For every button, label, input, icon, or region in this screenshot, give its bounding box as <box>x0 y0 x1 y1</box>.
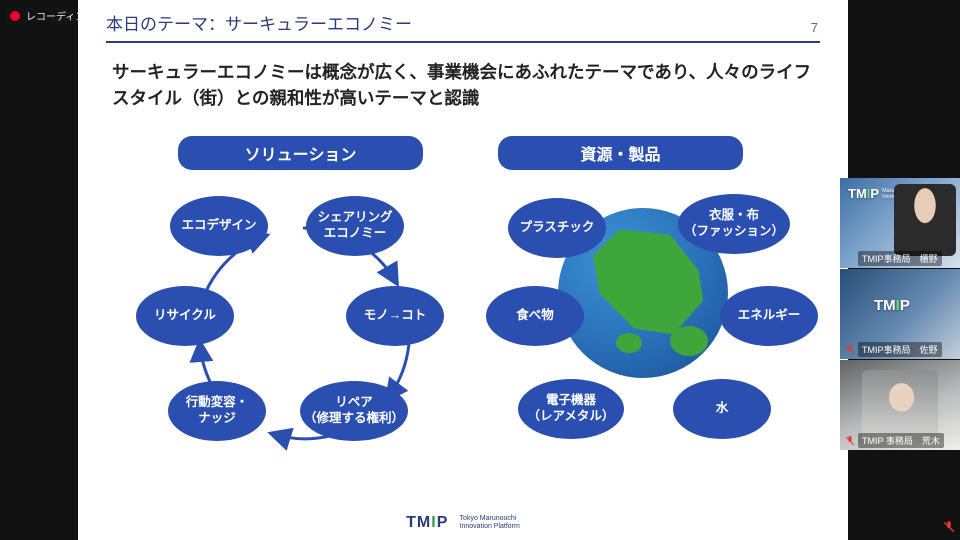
participant-tile[interactable]: TMIPMarunouchiInnovation Platform TMIP事務… <box>840 178 960 268</box>
avatar <box>862 370 938 442</box>
solution-node-nudge: 行動変容・ナッジ <box>168 381 266 441</box>
self-mute-icon[interactable] <box>942 520 956 534</box>
mute-icon <box>844 343 856 355</box>
column-header-resources: 資源・製品 <box>498 136 743 170</box>
resource-node-clothes: 衣服・布（ファッション） <box>678 194 790 254</box>
resource-node-energy: エネルギー <box>720 286 818 346</box>
participant-name: TMIP 事務局 荒木 <box>858 433 944 448</box>
solution-node-mono-koto: モノ→コト <box>346 286 444 346</box>
participant-tile[interactable]: TMIP 事務局 荒木 <box>840 360 960 450</box>
solution-node-recycle: リサイクル <box>136 286 234 346</box>
resource-node-plastic: プラスチック <box>508 198 606 258</box>
column-header-solutions: ソリューション <box>178 136 423 170</box>
slide-footer: TMIP Tokyo MarunouchiInnovation Platform <box>78 514 848 532</box>
record-icon <box>10 11 20 21</box>
participants-panel: TMIPMarunouchiInnovation Platform TMIP事務… <box>840 178 960 450</box>
logo-text: TMIP <box>406 514 453 531</box>
slide-content: ソリューション 資源・製品 エコデザイン シェアリングエコノミー モノ→コト リ… <box>78 136 848 496</box>
participant-name: TMIP事務局 櫃野 <box>858 251 942 266</box>
mute-icon <box>844 434 856 446</box>
resource-node-water: 水 <box>673 379 771 439</box>
slide-header: 本日のテーマ：サーキュラーエコノミー 7 <box>106 10 820 43</box>
presentation-slide: 本日のテーマ：サーキュラーエコノミー 7 サーキュラーエコノミーは概念が広く、事… <box>78 0 848 540</box>
avatar <box>894 184 956 256</box>
solution-node-sharing: シェアリングエコノミー <box>306 196 404 256</box>
resource-node-food: 食べ物 <box>486 286 584 346</box>
slide-subtitle: サーキュラーエコノミーは概念が広く、事業機会にあふれたテーマであり、人々のライフ… <box>112 59 814 112</box>
tmip-logo-badge: TMIP <box>874 297 910 314</box>
page-number: 7 <box>811 20 818 35</box>
participant-tile[interactable]: TMIP TMIP事務局 佐野 <box>840 269 960 359</box>
solution-node-repair: リペア（修理する権利） <box>300 381 408 441</box>
solution-node-ecodesign: エコデザイン <box>170 196 268 256</box>
logo-subtitle: Tokyo MarunouchiInnovation Platform <box>460 515 520 530</box>
participant-name: TMIP事務局 佐野 <box>858 342 942 357</box>
slide-title: 本日のテーマ：サーキュラーエコノミー <box>106 10 412 35</box>
resource-node-electronics: 電子機器（レアメタル） <box>518 379 624 439</box>
